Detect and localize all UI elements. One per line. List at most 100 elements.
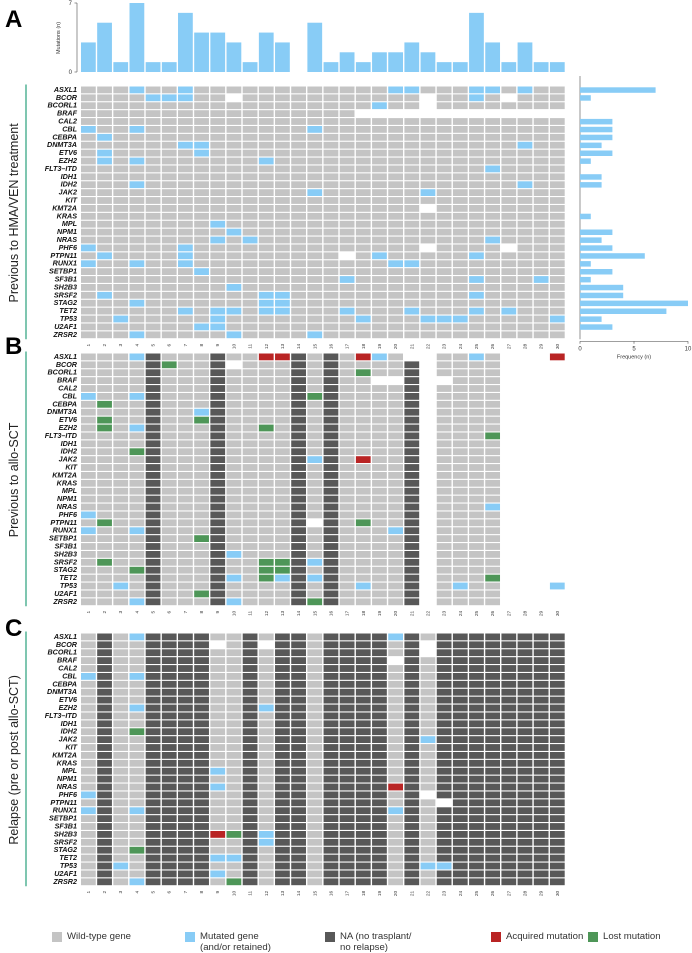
cell-C-BCORL1-8 <box>194 649 209 657</box>
patient-number: 30 <box>555 890 561 896</box>
patient-number: 5 <box>151 343 157 346</box>
cell-A-U2AF1-28 <box>517 323 533 331</box>
cell-B-U2AF1-9 <box>210 590 226 598</box>
cell-C-KRAS-6 <box>161 759 177 767</box>
cell-C-SF3B1-28 <box>517 823 533 830</box>
cell-A-PHF6-5 <box>145 244 161 252</box>
cell-C-EZH2-15 <box>307 704 323 712</box>
cell-C-JAK2-23 <box>436 736 452 743</box>
cell-B-KRAS-24 <box>452 479 468 487</box>
cell-B-CBL-11 <box>242 393 258 400</box>
cell-B-IDH1-15 <box>307 440 323 448</box>
cell-A-PHF6-6 <box>161 244 177 252</box>
cell-C-PTPN11-29 <box>533 799 549 807</box>
gene-label: STAG2 <box>54 845 77 854</box>
cell-B-SRSF2-2 <box>97 558 112 566</box>
cell-C-FLT3–ITD-3 <box>113 712 129 720</box>
cell-C-STAG2-19 <box>372 846 387 854</box>
cell-A-TP53-12 <box>258 315 274 323</box>
cell-C-TET2-24 <box>452 854 468 862</box>
cell-B-BRAF-7 <box>178 377 193 384</box>
cell-B-TET2-12 <box>258 574 274 582</box>
cell-C-BRAF-19 <box>372 657 387 664</box>
cell-A-TP53-5 <box>145 315 161 323</box>
cell-C-FLT3–ITD-23 <box>436 712 452 720</box>
cell-C-RUNX1-11 <box>242 807 258 815</box>
cell-C-ZRSR2-27 <box>501 878 517 886</box>
cell-A-CEBPA-29 <box>533 133 549 141</box>
cell-B-EZH2-15 <box>307 424 323 432</box>
cell-C-BCOR-27 <box>501 641 517 649</box>
cell-C-SH2B3-24 <box>452 831 468 838</box>
cell-B-TP53-15 <box>307 582 323 590</box>
freq-bar-TET2 <box>580 308 667 314</box>
cell-C-U2AF1-27 <box>501 870 517 878</box>
cell-B-CBL-27 <box>501 393 517 400</box>
cell-C-ETV6-14 <box>291 696 306 704</box>
cell-A-EZH2-1 <box>81 157 96 165</box>
cell-A-PTPN11-29 <box>533 252 549 260</box>
cell-B-U2AF1-27 <box>501 590 517 598</box>
cell-B-CEBPA-1 <box>81 400 96 408</box>
cell-A-ZRSR2-15 <box>307 331 323 339</box>
cell-C-NRAS-17 <box>339 783 355 791</box>
cell-C-BRAF-20 <box>388 657 403 664</box>
cell-B-PTPN11-13 <box>275 519 290 527</box>
cell-B-IDH2-18 <box>355 448 371 456</box>
cell-C-KRAS-9 <box>210 759 226 767</box>
cell-C-CAL2-17 <box>339 665 355 672</box>
cell-A-ETV6-15 <box>307 149 323 157</box>
cell-B-EZH2-14 <box>291 424 306 432</box>
cell-C-SETBP1-26 <box>485 815 501 822</box>
cell-B-NRAS-29 <box>533 503 549 511</box>
cell-A-STAG2-19 <box>372 299 387 307</box>
cell-A-PHF6-11 <box>242 244 258 252</box>
cell-C-IDH2-18 <box>355 728 371 736</box>
cell-C-KRAS-2 <box>97 759 112 767</box>
cell-B-CBL-1 <box>81 393 96 400</box>
cell-C-IDH1-9 <box>210 720 226 728</box>
cell-A-KRAS-25 <box>469 212 484 220</box>
cell-B-NPM1-1 <box>81 495 96 503</box>
cell-B-SETBP1-4 <box>129 535 145 542</box>
cell-A-ZRSR2-12 <box>258 331 274 339</box>
cell-A-PTPN11-14 <box>291 252 306 260</box>
cell-C-CEBPA-29 <box>533 680 549 688</box>
cell-B-U2AF1-18 <box>355 590 371 598</box>
cell-A-DNMT3A-9 <box>210 141 226 149</box>
cell-A-ETV6-19 <box>372 149 387 157</box>
bar-patient-23 <box>436 62 452 72</box>
cell-C-SRSF2-13 <box>275 838 290 846</box>
cell-B-ETV6-14 <box>291 416 306 424</box>
cell-C-NPM1-4 <box>129 775 145 783</box>
cell-A-U2AF1-7 <box>178 323 193 331</box>
cell-A-NPM1-14 <box>291 228 306 236</box>
cell-C-CAL2-16 <box>323 665 339 672</box>
cell-A-BRAF-29 <box>533 110 549 117</box>
cell-C-CAL2-25 <box>469 665 484 672</box>
cell-A-MPL-15 <box>307 220 323 228</box>
cell-C-BRAF-7 <box>178 657 193 664</box>
cell-B-BCOR-1 <box>81 361 96 369</box>
cell-A-EZH2-19 <box>372 157 387 165</box>
cell-B-BCORL1-5 <box>145 369 161 377</box>
cell-C-BCOR-28 <box>517 641 533 649</box>
patient-number: 22 <box>425 343 431 349</box>
cell-B-U2AF1-1 <box>81 590 96 598</box>
cell-C-U2AF1-30 <box>549 870 565 878</box>
cell-A-NPM1-11 <box>242 228 258 236</box>
cell-A-TET2-21 <box>404 307 420 315</box>
cell-C-SRSF2-10 <box>226 838 242 846</box>
cell-C-NPM1-8 <box>194 775 209 783</box>
cell-C-RUNX1-29 <box>533 807 549 815</box>
cell-A-PHF6-4 <box>129 244 145 252</box>
patient-number: 6 <box>167 610 173 613</box>
cell-B-SRSF2-29 <box>533 558 549 566</box>
cell-C-PHF6-5 <box>145 791 161 799</box>
cell-B-KMT2A-2 <box>97 472 112 479</box>
cell-C-PTPN11-27 <box>501 799 517 807</box>
cell-B-PHF6-21 <box>404 511 420 519</box>
cell-C-FLT3–ITD-14 <box>291 712 306 720</box>
cell-B-NPM1-12 <box>258 495 274 503</box>
cell-B-CEBPA-3 <box>113 400 129 408</box>
